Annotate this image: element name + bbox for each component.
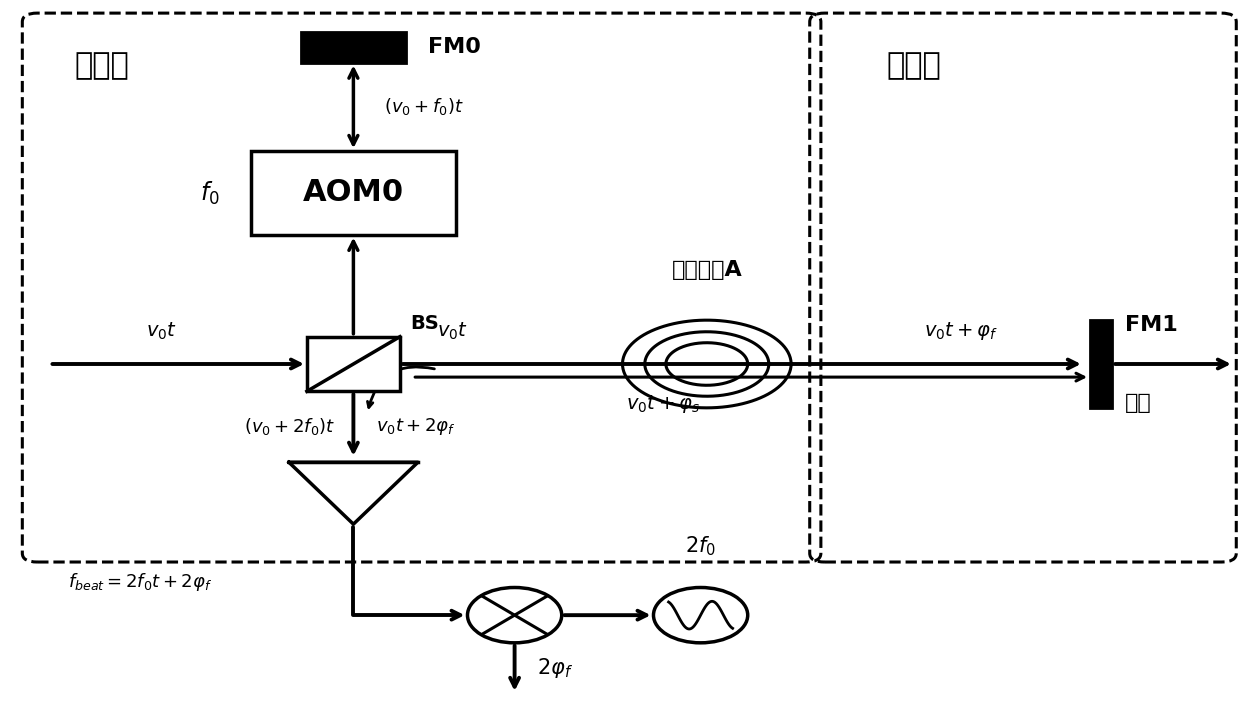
Bar: [250, 151, 455, 234]
Text: $v_0t+2\varphi_f$: $v_0t+2\varphi_f$: [376, 416, 455, 438]
Text: $\mathit{f}_0$: $\mathit{f}_0$: [201, 179, 219, 207]
Text: $f_{beat}=2f_0t+2\varphi_f$: $f_{beat}=2f_0t+2\varphi_f$: [68, 571, 212, 593]
Text: BS: BS: [409, 314, 439, 333]
Bar: [300, 32, 405, 63]
Text: 远程端: 远程端: [887, 51, 941, 80]
Circle shape: [467, 587, 562, 643]
Bar: [306, 336, 399, 392]
Text: 传输光纤A: 传输光纤A: [671, 261, 743, 280]
Text: $(v_0+f_0)t$: $(v_0+f_0)t$: [384, 96, 464, 117]
Circle shape: [653, 587, 748, 643]
Text: 本地端: 本地端: [74, 51, 129, 80]
Text: $v_0t$: $v_0t$: [145, 321, 177, 342]
Text: FM1: FM1: [1125, 315, 1178, 335]
Text: $2f_0$: $2f_0$: [684, 535, 717, 558]
Text: FM0: FM0: [429, 37, 481, 58]
Text: $v_0t+\varphi_s$: $v_0t+\varphi_s$: [626, 393, 701, 415]
Bar: [1090, 320, 1112, 408]
Text: $2\varphi_f$: $2\varphi_f$: [537, 657, 573, 680]
Text: $v_0t$: $v_0t$: [436, 321, 469, 342]
Text: 输出: 输出: [1125, 393, 1152, 413]
Text: $(v_0+2f_0)t$: $(v_0+2f_0)t$: [243, 416, 335, 438]
Text: $v_0t+\varphi_f$: $v_0t+\varphi_f$: [924, 320, 998, 342]
Polygon shape: [289, 462, 418, 524]
Text: AOM0: AOM0: [303, 178, 404, 207]
